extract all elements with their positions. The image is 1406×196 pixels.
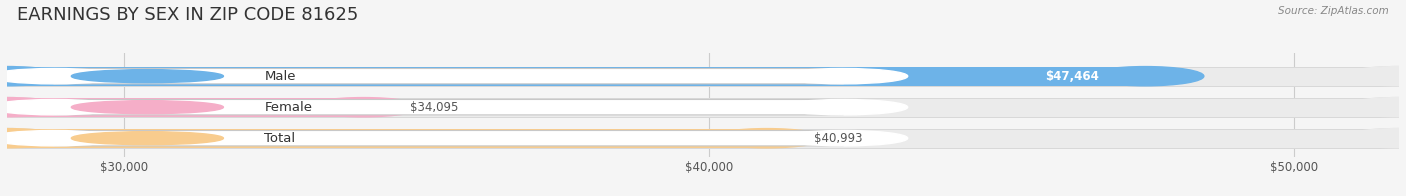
- Ellipse shape: [779, 100, 908, 115]
- FancyBboxPatch shape: [53, 68, 844, 84]
- Text: Male: Male: [264, 70, 295, 83]
- Ellipse shape: [0, 67, 66, 86]
- Ellipse shape: [72, 70, 224, 83]
- Bar: [7, 98, 1399, 117]
- Ellipse shape: [0, 129, 66, 148]
- Ellipse shape: [1340, 67, 1406, 86]
- Ellipse shape: [0, 67, 66, 86]
- Ellipse shape: [72, 101, 224, 114]
- Ellipse shape: [0, 129, 66, 148]
- Ellipse shape: [0, 98, 66, 117]
- Ellipse shape: [1340, 67, 1406, 86]
- Text: $47,464: $47,464: [1045, 70, 1098, 83]
- Bar: [7, 67, 1399, 86]
- Ellipse shape: [1340, 98, 1406, 117]
- Ellipse shape: [72, 132, 224, 145]
- Ellipse shape: [0, 98, 66, 117]
- Ellipse shape: [0, 98, 66, 117]
- Text: Total: Total: [264, 132, 295, 145]
- Ellipse shape: [0, 129, 66, 148]
- Text: $34,095: $34,095: [411, 101, 458, 114]
- Ellipse shape: [779, 68, 908, 84]
- Bar: [7, 98, 364, 117]
- Ellipse shape: [0, 67, 66, 86]
- Text: $40,993: $40,993: [814, 132, 862, 145]
- Text: Source: ZipAtlas.com: Source: ZipAtlas.com: [1278, 6, 1389, 16]
- Bar: [7, 67, 1146, 86]
- Bar: [7, 129, 1399, 148]
- FancyBboxPatch shape: [53, 100, 844, 115]
- Ellipse shape: [1087, 67, 1204, 86]
- Ellipse shape: [1340, 98, 1406, 117]
- Ellipse shape: [1340, 129, 1406, 148]
- Text: Female: Female: [264, 101, 312, 114]
- Ellipse shape: [779, 131, 908, 146]
- Bar: [7, 129, 766, 148]
- Ellipse shape: [305, 98, 422, 117]
- FancyBboxPatch shape: [53, 131, 844, 146]
- Ellipse shape: [0, 131, 118, 146]
- Ellipse shape: [1340, 129, 1406, 148]
- Text: EARNINGS BY SEX IN ZIP CODE 81625: EARNINGS BY SEX IN ZIP CODE 81625: [17, 6, 359, 24]
- Ellipse shape: [0, 68, 118, 84]
- Ellipse shape: [0, 100, 118, 115]
- Ellipse shape: [709, 129, 825, 148]
